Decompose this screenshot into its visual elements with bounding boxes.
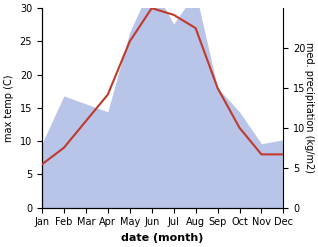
Y-axis label: max temp (C): max temp (C) bbox=[4, 74, 14, 142]
X-axis label: date (month): date (month) bbox=[121, 233, 204, 243]
Y-axis label: med. precipitation (kg/m2): med. precipitation (kg/m2) bbox=[304, 42, 314, 173]
